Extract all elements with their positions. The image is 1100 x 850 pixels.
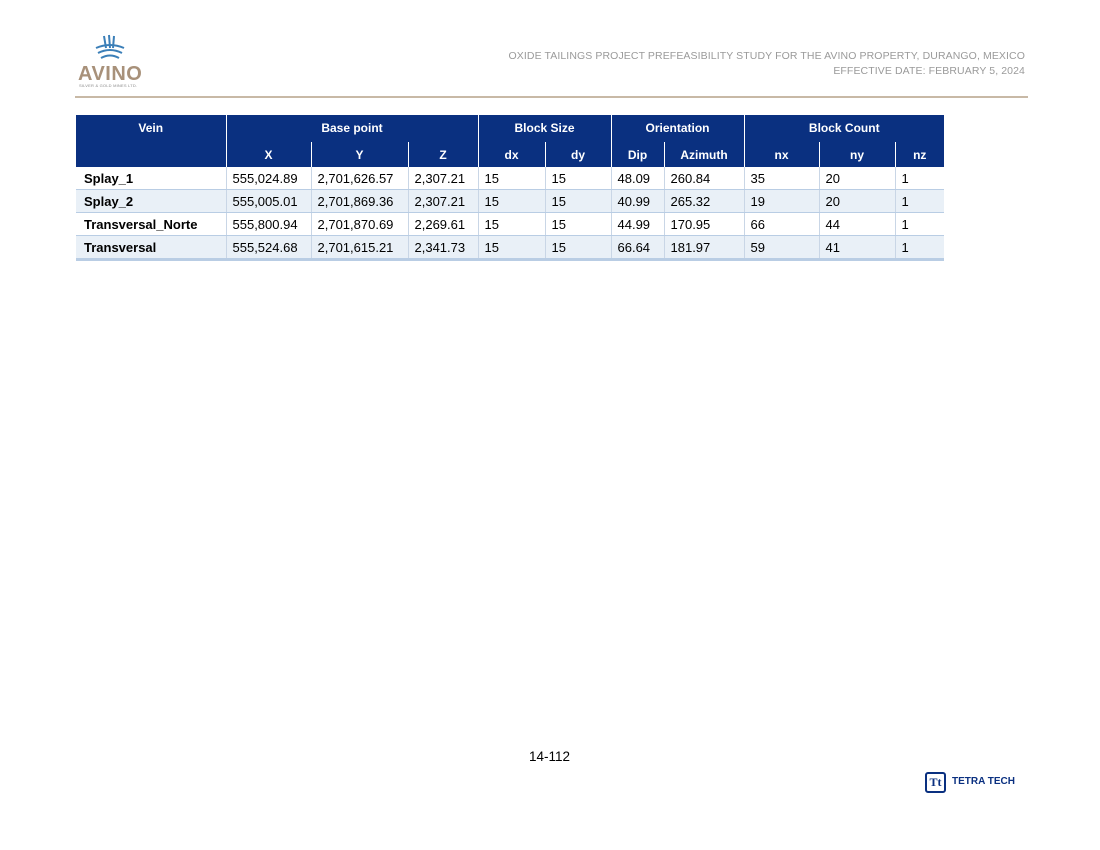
cell-dy: 15 [544, 167, 611, 190]
cell-nx: 35 [743, 167, 819, 190]
cell-azimuth: 181.97 [663, 235, 744, 261]
cell-dy: 15 [544, 212, 611, 236]
cell-dy: 15 [544, 189, 611, 213]
avino-emblem-icon [95, 34, 125, 59]
col-header-dip: Dip [610, 141, 664, 167]
col-group-block-size: Block Size [477, 115, 611, 142]
header-divider [75, 96, 1028, 98]
col-header-x: X [225, 141, 311, 167]
cell-ny: 41 [818, 235, 895, 261]
cell-ny: 20 [818, 167, 895, 190]
col-header-dy: dy [544, 141, 611, 167]
col-header-dx: dx [477, 141, 545, 167]
block-model-table: Vein Base point Block Size Orientation B… [76, 115, 944, 261]
col-header-nz: nz [894, 141, 944, 167]
logo-wordmark: AVINO [78, 63, 143, 85]
col-header-z: Z [407, 141, 478, 167]
logo-subtitle: SILVER & GOLD MINES LTD. [79, 83, 138, 88]
cell-x: 555,024.89 [225, 167, 311, 190]
col-group-block-count: Block Count [743, 115, 944, 142]
tetra-tech-mark-icon: Tt [925, 772, 946, 793]
cell-ny: 44 [818, 212, 895, 236]
col-header-ny: ny [818, 141, 895, 167]
cell-z: 2,341.73 [407, 235, 478, 261]
cell-nz: 1 [894, 167, 944, 190]
cell-z: 2,269.61 [407, 212, 478, 236]
cell-dip: 66.64 [610, 235, 664, 261]
cell-x: 555,524.68 [225, 235, 311, 261]
cell-vein: Transversal [76, 235, 226, 261]
cell-nz: 1 [894, 235, 944, 261]
col-group-orientation: Orientation [610, 115, 744, 142]
cell-azimuth: 260.84 [663, 167, 744, 190]
col-group-base-point: Base point [225, 115, 478, 142]
cell-dx: 15 [477, 189, 545, 213]
table-row: Splay_1 555,024.89 2,701,626.57 2,307.21… [76, 167, 944, 190]
col-header-nx: nx [743, 141, 819, 167]
cell-dx: 15 [477, 235, 545, 261]
col-header-y: Y [310, 141, 408, 167]
cell-dip: 48.09 [610, 167, 664, 190]
cell-vein: Transversal_Norte [76, 212, 226, 236]
header-title: OXIDE TAILINGS PROJECT PREFEASIBILITY ST… [508, 50, 1025, 62]
cell-nx: 59 [743, 235, 819, 261]
document-header: OXIDE TAILINGS PROJECT PREFEASIBILITY ST… [509, 49, 1026, 79]
table-row: Transversal 555,524.68 2,701,615.21 2,34… [76, 235, 944, 261]
tetra-tech-wordmark: TETRA TECH [952, 776, 1015, 787]
cell-nx: 19 [743, 189, 819, 213]
cell-ny: 20 [818, 189, 895, 213]
table-row: Splay_2 555,005.01 2,701,869.36 2,307.21… [76, 189, 944, 213]
page-number: 14-112 [529, 749, 571, 764]
cell-azimuth: 265.32 [663, 189, 744, 213]
cell-dy: 15 [544, 235, 611, 261]
col-header-vein-blank [76, 141, 226, 167]
cell-z: 2,307.21 [407, 167, 478, 190]
cell-azimuth: 170.95 [663, 212, 744, 236]
cell-dip: 44.99 [610, 212, 664, 236]
cell-dx: 15 [477, 212, 545, 236]
cell-dx: 15 [477, 167, 545, 190]
cell-dip: 40.99 [610, 189, 664, 213]
header-effective-date: EFFECTIVE DATE: FEBRUARY 5, 2024 [833, 65, 1025, 77]
cell-nz: 1 [894, 212, 944, 236]
cell-y: 2,701,870.69 [310, 212, 408, 236]
cell-z: 2,307.21 [407, 189, 478, 213]
cell-y: 2,701,869.36 [310, 189, 408, 213]
cell-nx: 66 [743, 212, 819, 236]
col-header-azimuth: Azimuth [663, 141, 744, 167]
col-group-vein: Vein [76, 115, 226, 142]
cell-vein: Splay_1 [76, 167, 226, 190]
cell-x: 555,800.94 [225, 212, 311, 236]
cell-nz: 1 [894, 189, 944, 213]
table-row: Transversal_Norte 555,800.94 2,701,870.6… [76, 212, 944, 236]
cell-y: 2,701,626.57 [310, 167, 408, 190]
cell-vein: Splay_2 [76, 189, 226, 213]
cell-y: 2,701,615.21 [310, 235, 408, 261]
avino-logo: AVINO SILVER & GOLD MINES LTD. [78, 34, 148, 90]
cell-x: 555,005.01 [225, 189, 311, 213]
